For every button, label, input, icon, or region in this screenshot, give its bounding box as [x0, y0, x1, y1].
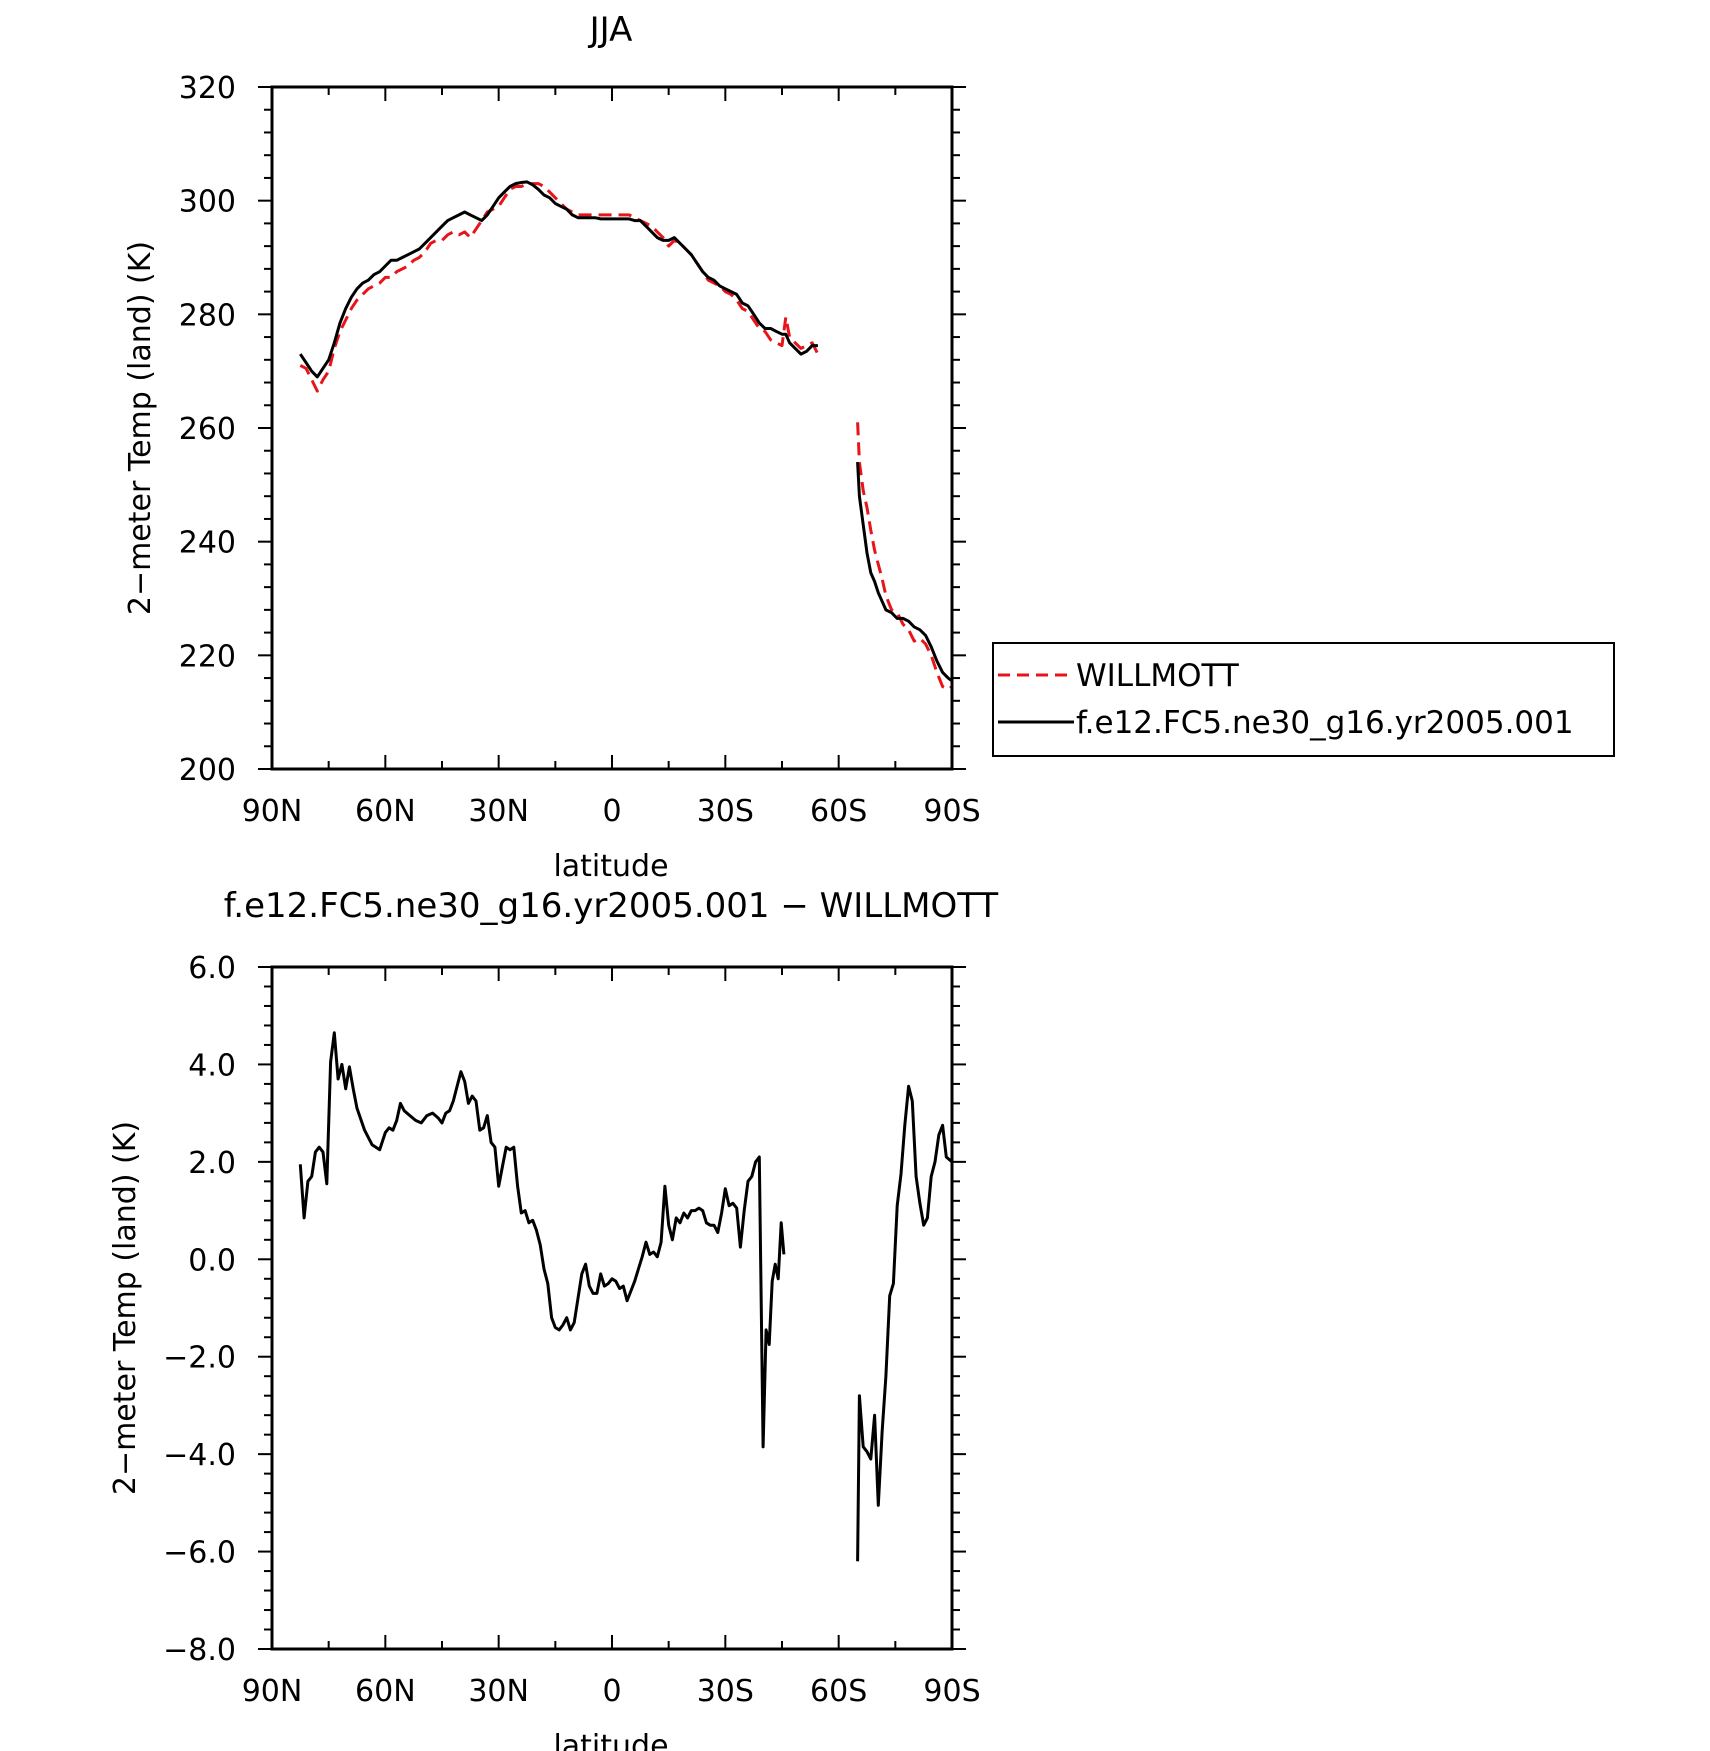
x-tick-label: 90S [923, 794, 980, 829]
x-tick-label: 90S [923, 1674, 980, 1709]
y-tick-label: −4.0 [163, 1438, 236, 1473]
y-tick-label: 0.0 [188, 1243, 236, 1278]
difference-x-tick-labels: 90N 60N 30N 0 30S 60S 90S [242, 1674, 981, 1709]
plot-frame [270, 85, 954, 771]
difference-tick-marks [258, 966, 966, 1650]
x-axis-label: latitude [553, 849, 668, 884]
x-tick-label: 60N [355, 794, 416, 829]
x-tick-label: 60S [810, 1674, 867, 1709]
y-tick-label: 320 [179, 71, 236, 106]
x-tick-label: 90N [242, 1674, 303, 1709]
x-tick-label: 60N [355, 1674, 416, 1709]
x-tick-label: 90N [242, 794, 303, 829]
difference-y-tick-labels: −8.0 −6.0 −4.0 −2.0 0.0 2.0 4.0 6.0 [163, 951, 236, 1668]
y-tick-label: −2.0 [163, 1341, 236, 1376]
y-tick-label: −8.0 [163, 1633, 236, 1668]
difference-chart-title: f.e12.FC5.ne30_g16.yr2005.001 − WILLMOTT [224, 886, 999, 926]
difference-plot-area [298, 1031, 953, 1562]
y-tick-label: 2.0 [188, 1146, 236, 1181]
y-tick-labels: 200 220 240 260 280 300 320 [179, 71, 236, 788]
difference-panel: f.e12.FC5.ne30_g16.yr2005.001 − WILLMOTT… [108, 886, 998, 1751]
difference-plot-frame [270, 965, 954, 1651]
model-line-segment-2 [856, 462, 953, 683]
x-tick-label: 60S [810, 794, 867, 829]
x-tick-label: 0 [602, 1674, 621, 1709]
willmott-line-segment-1 [299, 182, 820, 393]
tick-marks [258, 86, 966, 770]
y-tick-label: 4.0 [188, 1048, 236, 1083]
x-tick-label: 30N [468, 1674, 529, 1709]
legend-label-willmott: WILLMOTT [1076, 658, 1240, 694]
legend: WILLMOTT f.e12.FC5.ne30_g16.yr2005.001 [992, 642, 1615, 757]
difference-line-segment-2 [856, 1084, 953, 1562]
y-tick-label: 200 [179, 753, 236, 788]
x-tick-label: 30N [468, 794, 529, 829]
y-tick-label: 220 [179, 639, 236, 674]
x-tick-labels: 90N 60N 30N 0 30S 60S 90S [242, 794, 981, 829]
y-tick-label: 260 [179, 412, 236, 447]
difference-line-segment-1 [298, 1031, 786, 1449]
x-tick-label: 30S [697, 794, 754, 829]
y-axis-label: 2−meter Temp (land) (K) [123, 241, 158, 615]
difference-x-axis-label: latitude [553, 1729, 668, 1751]
y-tick-label: 280 [179, 298, 236, 333]
legend-box [992, 642, 1615, 757]
model-line-segment-1 [299, 180, 818, 379]
y-tick-label: 240 [179, 526, 236, 561]
y-tick-label: 6.0 [188, 951, 236, 986]
willmott-line-segment-2 [856, 422, 953, 691]
temperature-plot-area [299, 180, 953, 691]
chart-title: JJA [588, 10, 633, 50]
temperature-panel: JJA 200 220 240 260 280 300 320 90N 60N 30N 0 30S 6… [123, 10, 1615, 884]
legend-label-model: f.e12.FC5.ne30_g16.yr2005.001 [1076, 705, 1574, 741]
x-tick-label: 30S [697, 1674, 754, 1709]
y-tick-label: 300 [179, 185, 236, 220]
y-tick-label: −6.0 [163, 1536, 236, 1571]
difference-y-axis-label: 2−meter Temp (land) (K) [108, 1121, 143, 1495]
x-tick-label: 0 [602, 794, 621, 829]
